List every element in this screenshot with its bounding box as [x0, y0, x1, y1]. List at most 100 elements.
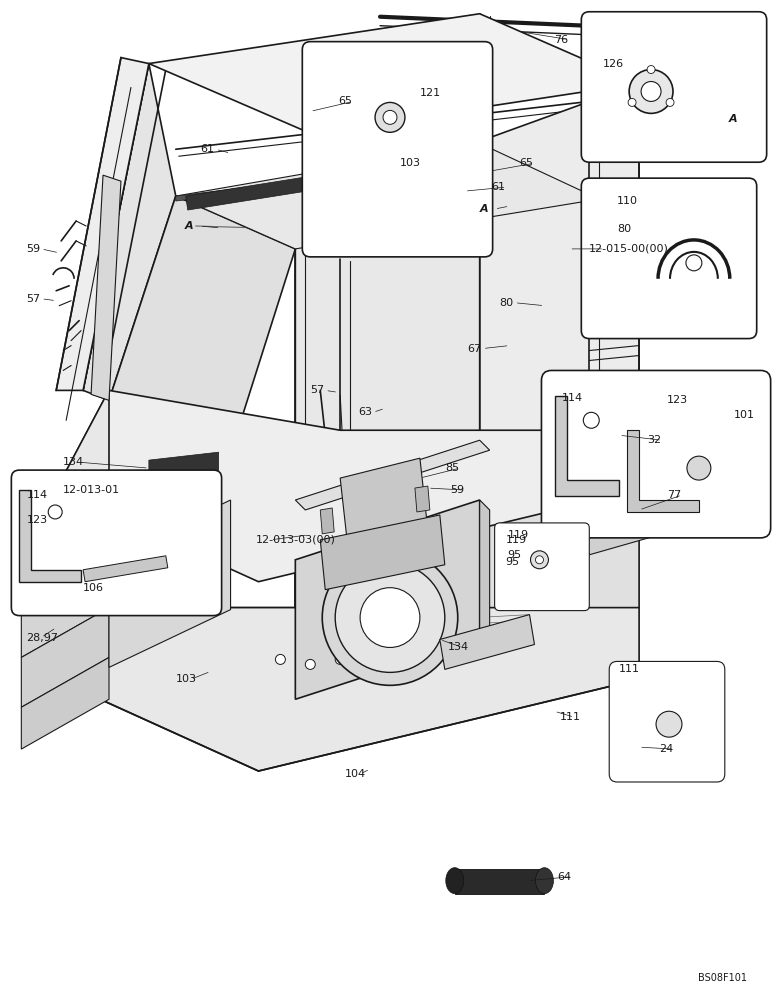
Text: 101: 101 — [734, 410, 755, 420]
Text: 95: 95 — [508, 550, 522, 560]
Circle shape — [686, 255, 702, 271]
Text: 57: 57 — [310, 385, 324, 395]
Polygon shape — [480, 500, 490, 649]
Polygon shape — [186, 149, 482, 210]
Text: 77: 77 — [667, 490, 681, 500]
Polygon shape — [56, 500, 639, 699]
Polygon shape — [109, 196, 296, 453]
Circle shape — [641, 81, 661, 101]
Polygon shape — [455, 869, 544, 894]
Polygon shape — [580, 475, 659, 555]
Polygon shape — [56, 390, 109, 608]
Text: 134: 134 — [448, 642, 469, 652]
Text: 12-013-03(00): 12-013-03(00) — [256, 535, 335, 545]
Text: A: A — [480, 204, 488, 214]
Circle shape — [335, 563, 445, 672]
Polygon shape — [176, 143, 599, 249]
Polygon shape — [555, 396, 619, 496]
Polygon shape — [340, 458, 428, 550]
Text: 95: 95 — [505, 557, 519, 567]
Text: 106: 106 — [83, 583, 104, 593]
Polygon shape — [627, 430, 699, 512]
Text: 32: 32 — [647, 435, 661, 445]
Polygon shape — [321, 508, 334, 534]
Polygon shape — [480, 83, 639, 500]
Text: 28,97: 28,97 — [27, 633, 58, 643]
FancyBboxPatch shape — [495, 523, 589, 611]
Text: 61: 61 — [200, 144, 215, 154]
Circle shape — [383, 110, 397, 124]
Polygon shape — [296, 440, 490, 510]
Polygon shape — [56, 390, 639, 582]
Polygon shape — [83, 556, 168, 582]
Text: 67: 67 — [468, 344, 482, 354]
Text: 126: 126 — [603, 59, 624, 69]
Polygon shape — [21, 608, 109, 707]
FancyBboxPatch shape — [12, 470, 222, 616]
Polygon shape — [149, 452, 218, 483]
Circle shape — [628, 98, 636, 106]
Text: BS08F101: BS08F101 — [698, 973, 746, 983]
Ellipse shape — [446, 868, 464, 894]
Circle shape — [583, 412, 599, 428]
Circle shape — [360, 588, 420, 647]
Circle shape — [375, 102, 405, 132]
Text: 114: 114 — [562, 393, 583, 403]
FancyBboxPatch shape — [609, 661, 725, 782]
Polygon shape — [91, 175, 121, 400]
Text: 65: 65 — [339, 96, 353, 106]
Text: 85: 85 — [445, 463, 459, 473]
FancyBboxPatch shape — [581, 12, 767, 162]
Text: 103: 103 — [176, 674, 197, 684]
Text: 119: 119 — [505, 535, 526, 545]
Text: 111: 111 — [619, 664, 640, 674]
Circle shape — [275, 654, 285, 664]
Circle shape — [629, 70, 673, 113]
Text: 80: 80 — [500, 298, 514, 308]
Text: 12-013-01: 12-013-01 — [63, 485, 120, 495]
Text: 64: 64 — [558, 872, 572, 882]
Polygon shape — [321, 515, 445, 590]
Polygon shape — [580, 408, 639, 502]
Circle shape — [365, 649, 375, 659]
Text: 123: 123 — [27, 515, 48, 525]
Text: A: A — [185, 221, 193, 231]
Text: 59: 59 — [27, 244, 41, 254]
Text: 123: 123 — [667, 395, 688, 405]
Text: 121: 121 — [420, 88, 441, 98]
Polygon shape — [56, 608, 639, 771]
Text: 104: 104 — [346, 769, 367, 779]
Text: 103: 103 — [400, 158, 421, 168]
Circle shape — [335, 654, 346, 664]
Text: 24: 24 — [659, 744, 673, 754]
Circle shape — [666, 98, 674, 106]
Circle shape — [607, 503, 631, 527]
Text: 63: 63 — [358, 407, 372, 417]
Text: 111: 111 — [559, 712, 580, 722]
Circle shape — [536, 556, 544, 564]
FancyBboxPatch shape — [581, 178, 757, 339]
Text: 57: 57 — [27, 294, 41, 304]
Text: 114: 114 — [27, 490, 48, 500]
Polygon shape — [296, 141, 480, 608]
Circle shape — [305, 659, 315, 669]
Text: A: A — [729, 114, 737, 124]
Circle shape — [395, 644, 405, 654]
Text: 110: 110 — [617, 196, 638, 206]
Polygon shape — [415, 486, 430, 512]
Polygon shape — [21, 558, 109, 657]
Polygon shape — [21, 657, 109, 749]
Circle shape — [530, 551, 548, 569]
Circle shape — [647, 66, 655, 74]
Text: 59: 59 — [450, 485, 464, 495]
Text: 76: 76 — [555, 35, 569, 45]
Text: 65: 65 — [519, 158, 534, 168]
Circle shape — [656, 711, 682, 737]
Polygon shape — [20, 490, 81, 582]
Polygon shape — [109, 500, 231, 667]
Circle shape — [48, 505, 62, 519]
FancyBboxPatch shape — [303, 42, 493, 257]
Circle shape — [322, 550, 458, 685]
Polygon shape — [83, 64, 176, 400]
Text: 119: 119 — [508, 530, 529, 540]
